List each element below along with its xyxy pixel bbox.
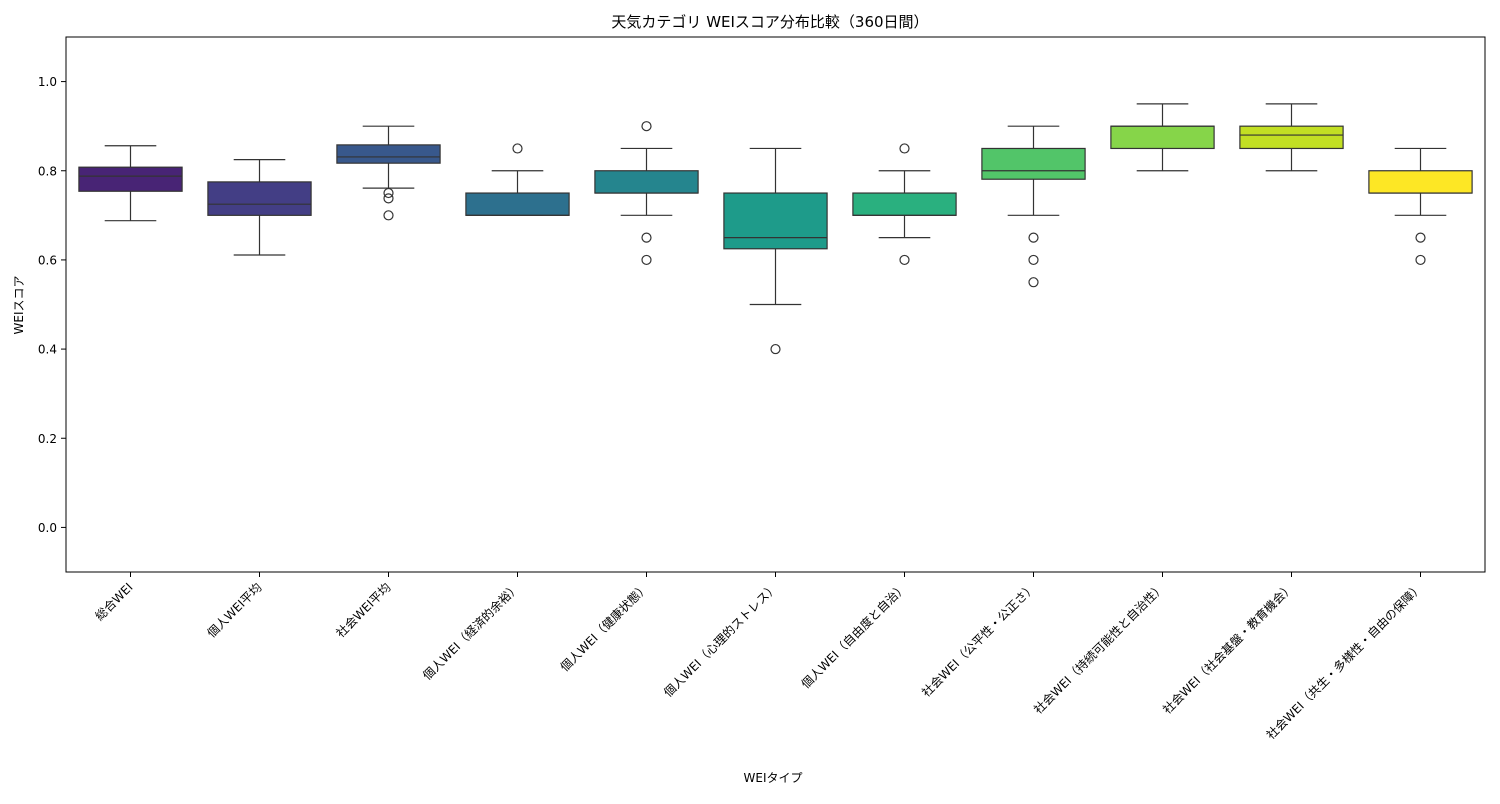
box-group <box>1368 147 1473 266</box>
box-group <box>594 121 699 266</box>
box-group <box>723 147 828 355</box>
y-axis-label: WEIスコア <box>12 276 26 335</box>
x-tick-label: 社会WEI（共生・多様性・自由の保障） <box>1263 580 1426 743</box>
box-group <box>465 143 570 216</box>
x-tick-label: 個人WEI（健康状態） <box>557 580 652 675</box>
plot-area <box>78 103 1473 355</box>
x-tick-label: 社会WEI平均 <box>333 580 394 641</box>
y-tick-label: 0.4 <box>38 343 57 357</box>
outlier-point <box>383 187 394 199</box>
x-tick-label: 社会WEI（持続可能性と自治性） <box>1030 580 1167 717</box>
box <box>594 170 699 194</box>
box <box>1110 125 1215 150</box>
x-tick-label: 社会WEI（公平性・公正さ） <box>918 580 1038 700</box>
x-tick-label: 個人WEI（心理的ストレス） <box>660 580 780 700</box>
box <box>207 181 312 216</box>
x-axis: 総合WEI 個人WEI平均 社会WEI平均 個人WEI（経済的余裕） 個人WEI（健康状… <box>92 572 1426 742</box>
x-tick-label: 社会WEI（社会基盤・教育機会） <box>1159 580 1296 717</box>
outlier-point <box>1028 254 1039 266</box>
outlier-point <box>641 254 652 266</box>
outlier-point <box>512 143 523 154</box>
box-group <box>1110 103 1215 172</box>
box-group <box>78 145 183 222</box>
box <box>78 166 183 192</box>
x-axis-label: WEIタイプ <box>744 771 803 785</box>
y-tick-label: 0.6 <box>38 253 57 267</box>
chart-title: 天気カテゴリ WEIスコア分布比較（360日間） <box>611 13 928 31</box>
y-axis: 0.0 0.2 0.4 0.6 0.8 1.0 <box>38 75 66 535</box>
y-tick-label: 1.0 <box>38 75 57 89</box>
box-group <box>207 159 312 256</box>
x-tick-label: 個人WEI（自由度と自治） <box>798 580 910 692</box>
box-group <box>1239 103 1344 172</box>
y-tick-label: 0.0 <box>38 521 57 535</box>
box <box>465 192 570 216</box>
box-group <box>981 125 1086 288</box>
outlier-point <box>641 232 652 243</box>
box-group <box>336 125 441 221</box>
outlier-point <box>770 343 781 355</box>
box <box>981 147 1086 180</box>
x-tick-label: 総合WEI <box>92 580 136 624</box>
outlier-point <box>1028 232 1039 243</box>
box <box>1368 170 1473 194</box>
x-tick-label: 個人WEI平均 <box>205 580 265 640</box>
y-tick-label: 0.8 <box>38 164 57 178</box>
y-tick-label: 0.2 <box>38 432 57 446</box>
outlier-point <box>383 210 394 221</box>
outlier-point <box>899 143 910 154</box>
x-tick-label: 個人WEI（経済的余裕） <box>419 580 522 683</box>
outlier-point <box>641 121 652 132</box>
box <box>723 192 828 250</box>
outlier-point <box>1415 232 1426 243</box>
outlier-point <box>1415 254 1426 266</box>
box-group <box>852 143 957 266</box>
box <box>336 144 441 164</box>
box <box>852 192 957 216</box>
box <box>1239 125 1344 150</box>
outlier-point <box>383 193 394 204</box>
outlier-point <box>899 254 910 266</box>
outlier-point <box>1028 277 1039 288</box>
